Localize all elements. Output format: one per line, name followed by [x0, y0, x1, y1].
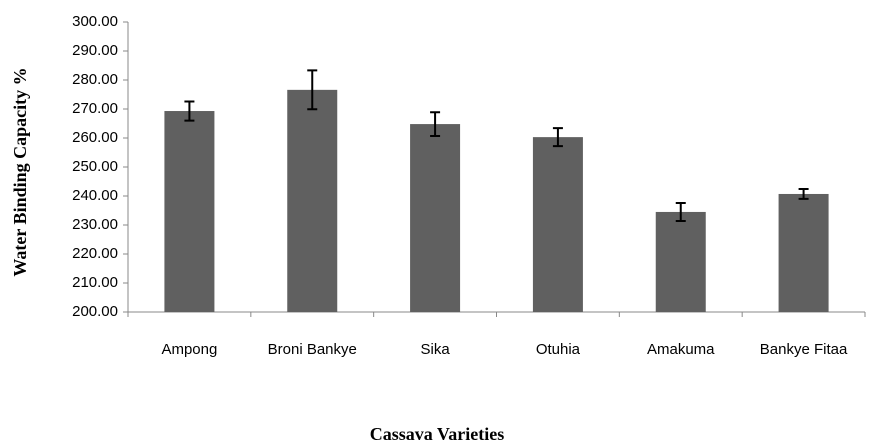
x-tick-label: Broni Bankye — [268, 341, 357, 358]
error-bar — [184, 100, 195, 122]
y-tick-label: 280.00 — [72, 71, 118, 88]
x-tick-label: Otuhia — [536, 341, 581, 358]
y-tick-label: 210.00 — [72, 274, 118, 291]
y-tick-label: 200.00 — [72, 303, 118, 320]
error-bar — [307, 69, 318, 111]
y-tick-label: 230.00 — [72, 216, 118, 233]
bar — [778, 193, 829, 312]
error-bar — [552, 127, 563, 148]
bar — [287, 89, 338, 312]
y-tick-label: 290.00 — [72, 42, 118, 59]
y-tick-label: 260.00 — [72, 129, 118, 146]
error-bar — [798, 188, 809, 200]
y-axis-title: Water Binding Capacity % — [10, 67, 30, 276]
x-axis-title: Cassava Varieties — [370, 424, 505, 444]
y-tick-label: 240.00 — [72, 187, 118, 204]
x-tick-label: Sika — [420, 341, 450, 358]
bar — [410, 124, 461, 312]
bar — [532, 137, 583, 312]
x-tick-label: Ampong — [161, 341, 217, 358]
x-tick-label: Amakuma — [647, 341, 715, 358]
y-tick-label: 250.00 — [72, 158, 118, 175]
bar — [655, 211, 706, 312]
x-tick-label: Bankye Fitaa — [760, 341, 848, 358]
y-tick-label: 270.00 — [72, 100, 118, 117]
bar — [164, 111, 215, 312]
error-bar — [430, 111, 441, 137]
error-bar — [675, 201, 686, 222]
y-tick-label: 220.00 — [72, 245, 118, 262]
y-tick-label: 300.00 — [72, 13, 118, 30]
